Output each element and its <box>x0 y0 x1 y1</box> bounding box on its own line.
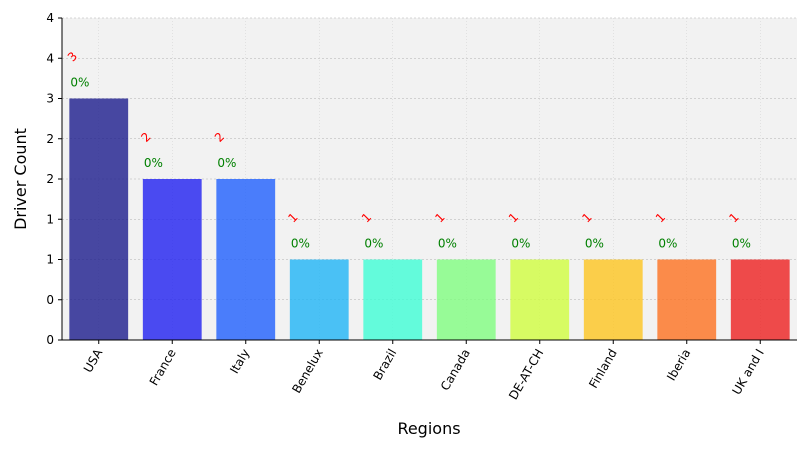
x-tick-label: USA <box>81 346 106 375</box>
x-tick-label: Canada <box>438 347 473 394</box>
y-tick-label: 0 <box>46 293 54 307</box>
x-ticks: USA France Italy Benelux Brazil Canada DE-AT-C… <box>81 340 767 402</box>
x-tick-label: Iberia <box>664 347 693 384</box>
percent-label: 0% <box>144 156 163 170</box>
x-tick-label: UK and I <box>730 347 767 398</box>
bar-iberia <box>657 259 717 340</box>
bar-italy <box>216 179 276 340</box>
y-tick-label: 1 <box>46 212 54 226</box>
percent-label: 0% <box>511 237 530 251</box>
y-tick-label: 2 <box>46 132 54 146</box>
y-tick-label: 2 <box>46 172 54 186</box>
percent-label: 0% <box>658 237 677 251</box>
y-tick-label: 4 <box>46 51 54 65</box>
percent-label: 0% <box>364 237 383 251</box>
x-tick-label: DE-AT-CH <box>506 347 546 403</box>
x-tick-label: Finland <box>586 347 620 391</box>
x-tick-label: Brazil <box>370 347 399 383</box>
x-tick-label: France <box>147 347 179 389</box>
percent-label: 0% <box>217 156 236 170</box>
bar-finland <box>583 259 643 340</box>
y-tick-label: 0 <box>46 333 54 347</box>
bar-de-at-ch <box>510 259 570 340</box>
bar-canada <box>436 259 496 340</box>
bar-brazil <box>363 259 423 340</box>
bar-benelux <box>289 259 349 340</box>
percent-label: 0% <box>438 237 457 251</box>
y-tick-label: 4 <box>46 11 54 25</box>
x-axis-title: Regions <box>397 419 460 438</box>
percent-label: 0% <box>70 76 89 90</box>
x-tick-label: Italy <box>227 347 252 377</box>
y-ticks: 0 0 1 1 2 2 3 4 4 <box>46 11 62 347</box>
bar-uk-and-i <box>730 259 790 340</box>
bar-usa <box>69 98 129 340</box>
bars <box>69 98 790 340</box>
percent-label: 0% <box>585 237 604 251</box>
percent-label: 0% <box>732 237 751 251</box>
x-tick-label: Benelux <box>289 347 325 396</box>
y-tick-label: 1 <box>46 253 54 267</box>
y-tick-label: 3 <box>46 92 54 106</box>
bar-france <box>142 179 202 340</box>
percent-label: 0% <box>291 237 310 251</box>
y-axis-title: Driver Count <box>11 128 30 230</box>
